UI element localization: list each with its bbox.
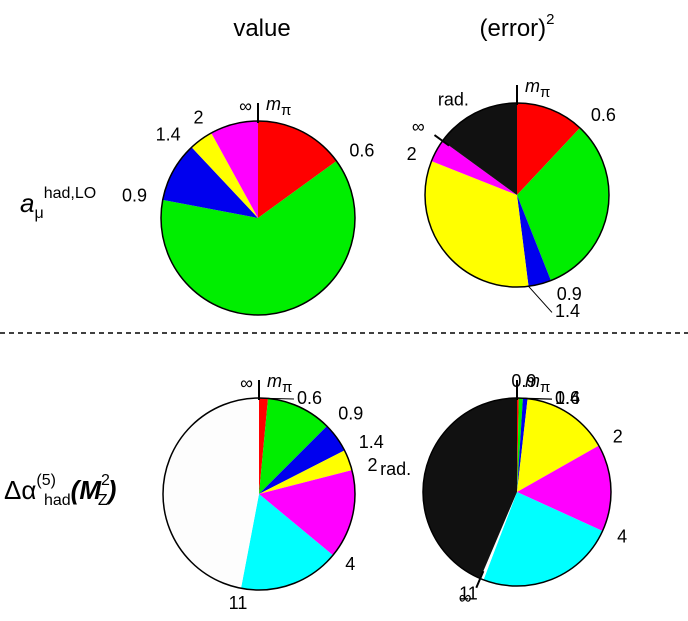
pie-slice	[241, 494, 333, 590]
start-label-sub: π	[282, 379, 292, 396]
row-label: aμhad,LO	[20, 185, 96, 222]
start-label: mπ	[267, 371, 292, 396]
boundary-label: 1.4	[555, 388, 580, 408]
boundary-label: 2	[367, 455, 377, 475]
pie-slice	[160, 160, 355, 316]
boundary-label: 11	[229, 593, 248, 613]
start-label: mπ	[525, 371, 550, 396]
row-label-part: Δα	[4, 475, 36, 505]
start-label-text: m	[525, 371, 540, 391]
segment-label: rad.	[380, 459, 411, 479]
pie-slice	[259, 426, 345, 494]
start-label-sub: π	[540, 84, 550, 101]
boundary-label: 2	[194, 108, 204, 128]
start-label-text: m	[266, 94, 281, 114]
boundary-label: 0.6	[555, 388, 580, 408]
boundary-label: 4	[345, 554, 355, 574]
start-label-text: m	[267, 371, 282, 391]
boundary-label: 0.9	[338, 404, 363, 424]
boundary-label: 2	[407, 144, 417, 164]
pie-slice	[517, 195, 551, 287]
row-label-part: had	[44, 492, 71, 509]
column-title: value	[233, 15, 290, 42]
boundary-label: 0.9	[511, 371, 536, 391]
boundary-label: 0.6	[297, 388, 322, 408]
pie-slice	[163, 398, 259, 589]
boundary-label: ∞	[239, 96, 252, 116]
leader-line	[528, 285, 553, 313]
row-label-part: (5)	[36, 472, 56, 489]
column-title-sup: 2	[546, 11, 554, 28]
row-label-part: μ	[34, 205, 43, 222]
boundary-label: 0.6	[349, 140, 374, 160]
pie-slice	[431, 140, 517, 195]
pie-slice	[259, 398, 327, 494]
boundary-tick	[475, 570, 485, 589]
pie-slice	[517, 103, 580, 195]
boundary-label: 0.6	[591, 105, 616, 125]
boundary-label: 4	[617, 526, 627, 546]
row-label-part: (M	[71, 475, 103, 505]
row-label-part: Z	[98, 492, 108, 509]
pie-slice	[517, 398, 519, 492]
boundary-label: 1.4	[359, 432, 384, 452]
boundary-label: 0.9	[122, 186, 147, 206]
row-label-part: had,LO	[44, 185, 96, 202]
start-label-sub: π	[281, 102, 291, 119]
row-label-part: 2	[101, 472, 110, 489]
boundary-label: 2	[613, 427, 623, 447]
leader-line	[268, 397, 295, 400]
start-label-text: m	[525, 76, 540, 96]
pie-slice	[480, 492, 517, 580]
pie-slice	[517, 398, 599, 492]
pie-slice	[425, 161, 529, 288]
column-title: (error)2	[480, 11, 555, 42]
start-label-sub: π	[540, 379, 550, 396]
pie-slice	[517, 398, 523, 492]
boundary-label: 0.9	[557, 284, 582, 304]
pie-slice	[259, 450, 352, 494]
boundary-label: 1.4	[156, 124, 181, 144]
pie-slice	[517, 398, 528, 492]
boundary-label: 11	[459, 584, 478, 604]
pie-slice	[211, 121, 258, 218]
column-title-text: value	[233, 15, 290, 42]
row-label: Δα(5) had(M2 Z)	[4, 472, 116, 509]
pie-slice	[517, 127, 609, 281]
pie-slice	[258, 121, 337, 218]
boundary-label: ∞	[240, 373, 253, 393]
leader-line	[527, 398, 553, 400]
pie-slice	[259, 398, 269, 494]
row-label-part: )	[105, 475, 117, 505]
boundary-label: ∞	[459, 587, 472, 607]
pie-slice	[483, 492, 603, 586]
pie-slice	[517, 445, 612, 531]
pie-slice	[162, 147, 258, 218]
boundary-label: 1.4	[555, 301, 580, 321]
pie-slice	[191, 132, 258, 218]
boundary-tick	[433, 134, 450, 147]
segment-label: rad.	[438, 89, 469, 109]
boundary-label: ∞	[412, 117, 425, 137]
start-label: mπ	[266, 94, 291, 119]
start-label: mπ	[525, 76, 550, 101]
pie-slice	[423, 398, 517, 579]
column-title-text: (error)	[480, 15, 547, 42]
row-label-part: a	[20, 188, 34, 218]
pie-slice	[442, 103, 517, 195]
pie-slice	[259, 470, 355, 556]
